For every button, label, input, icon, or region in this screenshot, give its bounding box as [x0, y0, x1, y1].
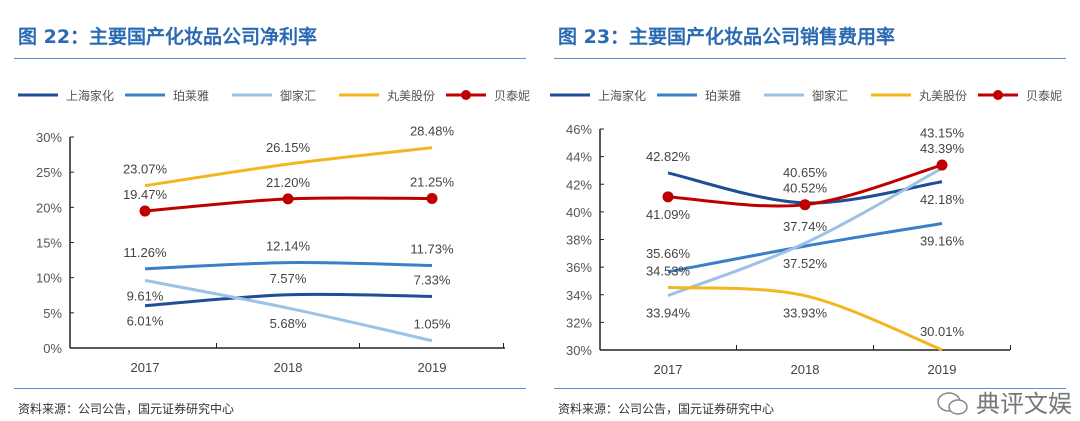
watermark: 典评文娱	[936, 390, 1072, 418]
series-line-丸美股份	[667, 285, 943, 352]
x-tick-label: 2017	[131, 360, 160, 375]
data-label: 43.15%	[920, 125, 965, 140]
series-line-丸美股份	[144, 146, 433, 188]
legend-label: 丸美股份	[919, 89, 967, 103]
data-label: 30.01%	[920, 324, 965, 339]
data-label: 42.82%	[646, 149, 691, 164]
data-label: 33.94%	[646, 306, 691, 321]
watermark-text: 典评文娱	[976, 390, 1072, 418]
legend-label: 丸美股份	[387, 89, 435, 103]
y-tick-label: 10%	[36, 271, 62, 286]
data-label: 28.48%	[410, 124, 455, 139]
data-label: 26.15%	[266, 140, 311, 155]
legend-label: 贝泰妮	[1026, 89, 1062, 103]
data-point	[139, 205, 151, 217]
chart-title: 图 22：主要国产化妆品公司净利率	[18, 26, 318, 48]
data-label: 43.39%	[920, 141, 965, 156]
divider	[14, 388, 526, 389]
legend-label: 上海家化	[66, 88, 114, 103]
data-label: 37.52%	[783, 256, 828, 271]
data-label: 37.74%	[783, 219, 828, 234]
data-label: 34.53%	[646, 263, 691, 278]
y-tick-label: 30%	[566, 343, 592, 358]
series-line-上海家化	[144, 292, 433, 308]
x-tick-label: 2019	[928, 362, 957, 377]
x-tick-label: 2018	[791, 362, 820, 377]
series-line-御家汇	[144, 278, 433, 343]
legend-label: 珀莱雅	[705, 88, 741, 103]
y-tick-label: 44%	[566, 150, 592, 165]
chart-panel-net-margin: 图 22：主要国产化妆品公司净利率 上海家化 珀莱雅 御家汇 丸美股份 贝泰妮 0% 5% 1…	[14, 26, 530, 416]
data-label: 11.26%	[123, 245, 167, 260]
divider	[554, 58, 1066, 59]
data-label: 7.57%	[270, 271, 307, 286]
series-line-珀莱雅	[667, 221, 943, 274]
legend-label: 珀莱雅	[173, 88, 209, 103]
series-line-珀莱雅	[144, 261, 433, 271]
data-label: 21.25%	[410, 175, 455, 190]
data-label: 9.61%	[127, 288, 164, 303]
series-line-御家汇	[667, 167, 943, 297]
data-point	[426, 193, 438, 205]
data-point	[936, 159, 948, 171]
y-tick-label: 0%	[43, 341, 62, 356]
data-label: 7.33%	[414, 272, 451, 287]
data-label: 11.73%	[410, 241, 454, 256]
data-label: 33.93%	[783, 306, 828, 321]
legend-label: 御家汇	[280, 88, 316, 103]
source-note: 资料来源：公司公告，国元证券研究中心	[18, 402, 235, 416]
y-tick-label: 20%	[36, 200, 62, 215]
divider	[14, 58, 526, 59]
data-label: 23.07%	[123, 162, 168, 177]
y-tick-label: 32%	[566, 315, 592, 330]
data-label: 6.01%	[127, 314, 164, 329]
y-tick-label: 30%	[36, 130, 62, 145]
chart-panel-sales-expense: 图 23：主要国产化妆品公司销售费用率 上海家化 珀莱雅 御家汇 丸美股份 贝泰妮 30%…	[540, 0, 1080, 421]
data-label: 35.66%	[646, 246, 691, 261]
legend-marker	[461, 90, 471, 100]
divider	[554, 388, 1066, 389]
chart-title: 图 23：主要国产化妆品公司销售费用率	[558, 26, 896, 48]
data-label: 40.52%	[783, 181, 828, 196]
legend-label: 上海家化	[598, 88, 646, 103]
data-point	[282, 193, 294, 205]
y-tick-label: 15%	[36, 236, 62, 251]
data-label: 40.65%	[783, 165, 828, 180]
y-tick-label: 46%	[566, 122, 592, 137]
chart-sales-expense: 上海家化 珀莱雅 御家汇 丸美股份 贝泰妮 30% 32% 34% 36% 38% 40% 42% 44…	[550, 88, 1062, 377]
y-tick-label: 36%	[566, 260, 592, 275]
x-tick-label: 2018	[274, 360, 303, 375]
data-label: 5.68%	[270, 316, 307, 331]
y-tick-label: 34%	[566, 288, 592, 303]
legend-label: 贝泰妮	[494, 89, 530, 103]
source-note: 资料来源：公司公告，国元证券研究中心	[558, 402, 775, 416]
y-tick-label: 40%	[566, 205, 592, 220]
wechat-icon	[937, 392, 968, 415]
chart-net-margin: 上海家化 珀莱雅 御家汇 丸美股份 贝泰妮 0% 5% 10% 15% 20% 25% 30% 2017…	[18, 88, 530, 375]
y-tick-label: 25%	[36, 165, 62, 180]
data-label: 1.05%	[414, 317, 451, 332]
data-label: 21.20%	[266, 175, 311, 190]
data-point	[662, 191, 674, 203]
data-label: 19.47%	[123, 187, 168, 202]
data-label: 41.09%	[646, 207, 691, 222]
data-point	[799, 199, 811, 211]
y-tick-label: 42%	[566, 177, 592, 192]
y-tick-label: 38%	[566, 233, 592, 248]
x-tick-label: 2017	[654, 362, 683, 377]
x-tick-label: 2019	[418, 360, 447, 375]
data-label: 12.14%	[266, 239, 311, 254]
data-label: 39.16%	[920, 233, 965, 248]
legend-marker	[993, 90, 1003, 100]
y-tick-label: 5%	[43, 306, 62, 321]
legend-label: 御家汇	[812, 88, 848, 103]
data-label: 42.18%	[920, 192, 965, 207]
